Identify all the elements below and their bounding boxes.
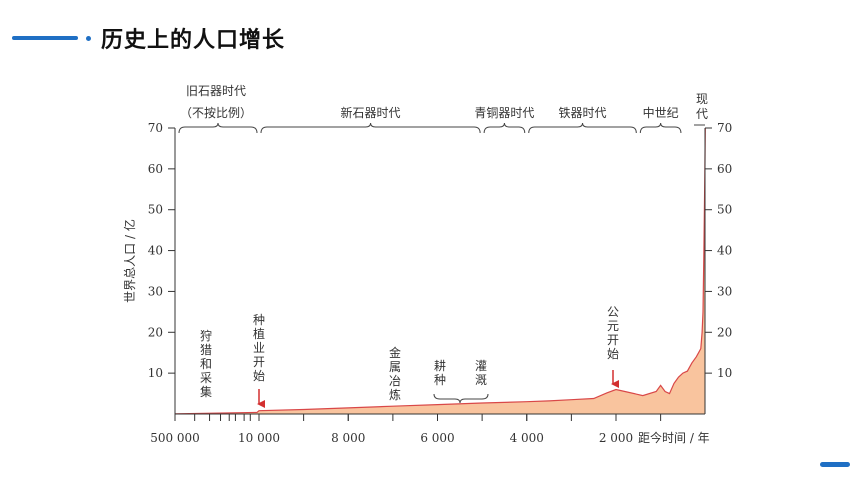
annotation-agriculture-char: 种: [253, 313, 265, 327]
period-label: 新石器时代: [341, 105, 401, 120]
annotation-metallurgy-char: 金: [389, 345, 401, 360]
period-brace: [483, 122, 526, 134]
y-tick-label-left: 40: [148, 244, 163, 258]
annotation-agriculture-char: 植: [253, 326, 265, 341]
annotation-irrigation-char: 溉: [475, 373, 487, 387]
y-axis-label: 世界总人口 / 亿: [122, 219, 137, 303]
period-label-char: 现: [696, 92, 708, 106]
y-tick-label-left: 20: [148, 325, 163, 339]
annotation-metallurgy-char: 炼: [389, 387, 401, 402]
x-axis-label: 距今时间 / 年: [638, 430, 710, 445]
period-label-char: 代: [696, 107, 708, 121]
y-tick-label-left: 60: [148, 162, 163, 176]
title-decor-line: [12, 36, 78, 40]
title-decor-dot: [86, 35, 91, 41]
title-bar: 历史上的人口增长: [12, 22, 285, 54]
annotation-common-era-char: 开: [607, 333, 619, 347]
x-tick-label: 6 000: [420, 431, 454, 445]
annotation-plowing-char: 耕: [434, 358, 446, 373]
period-brace: [639, 122, 682, 134]
y-tick-label-right: 40: [717, 244, 732, 258]
annotation-hunting-char: 狩: [200, 328, 212, 343]
period-label: 铁器时代: [559, 106, 607, 120]
annotation-plowing: 耕种: [434, 358, 446, 387]
y-tick-label-right: 50: [717, 203, 732, 217]
y-tick-label-right: 30: [717, 284, 732, 298]
annotation-common-era-char: 元: [607, 319, 619, 333]
annotation-hunting-char: 和: [200, 357, 212, 371]
period-label: 现代: [696, 92, 708, 121]
period-label: 中世纪: [643, 105, 679, 120]
annotation-agriculture-char: 开: [253, 355, 265, 369]
annotation-hunting-char: 集: [200, 384, 212, 399]
corner-decor-bar: [820, 462, 850, 467]
annotation-metallurgy-char: 冶: [389, 374, 401, 388]
annotation-hunting-char: 猎: [200, 343, 212, 357]
y-tick-label-right: 20: [717, 325, 732, 339]
x-tick-label: 4 000: [510, 431, 544, 445]
period-label: 旧石器时代: [186, 84, 246, 98]
period-brace: [178, 122, 258, 134]
annotation-agriculture-char: 始: [253, 369, 265, 383]
annotation-common-era-char: 公: [607, 305, 619, 319]
period-sublabel: （不按比例）: [180, 106, 252, 120]
annotation-brace: [433, 393, 489, 404]
x-tick-label: 500 000: [150, 431, 200, 445]
period-brace: [528, 122, 637, 134]
x-tick-label: 10 000: [238, 431, 280, 445]
period-label: 青铜器时代: [474, 105, 534, 120]
y-tick-label-right: 70: [717, 121, 732, 135]
x-tick-label: 8 000: [331, 431, 365, 445]
annotation-common-era-char: 始: [607, 347, 619, 361]
y-tick-label-right: 60: [717, 162, 732, 176]
annotation-irrigation: 灌溉: [475, 359, 487, 387]
annotation-irrigation-char: 灌: [475, 359, 487, 373]
x-tick-label: 2 000: [599, 431, 633, 445]
annotation-plowing-char: 种: [434, 373, 446, 387]
y-tick-label-left: 30: [148, 284, 163, 298]
y-tick-label-left: 10: [148, 366, 163, 380]
period-brace: [260, 122, 481, 134]
y-tick-label-left: 70: [148, 121, 163, 135]
y-tick-label-left: 50: [148, 203, 163, 217]
annotation-metallurgy-char: 属: [389, 360, 401, 374]
population-line: [174, 127, 706, 415]
annotation-agriculture-char: 业: [253, 341, 265, 355]
annotation-hunting-char: 采: [200, 371, 212, 385]
y-tick-label-right: 10: [717, 366, 732, 380]
page-title: 历史上的人口增长: [101, 28, 286, 53]
